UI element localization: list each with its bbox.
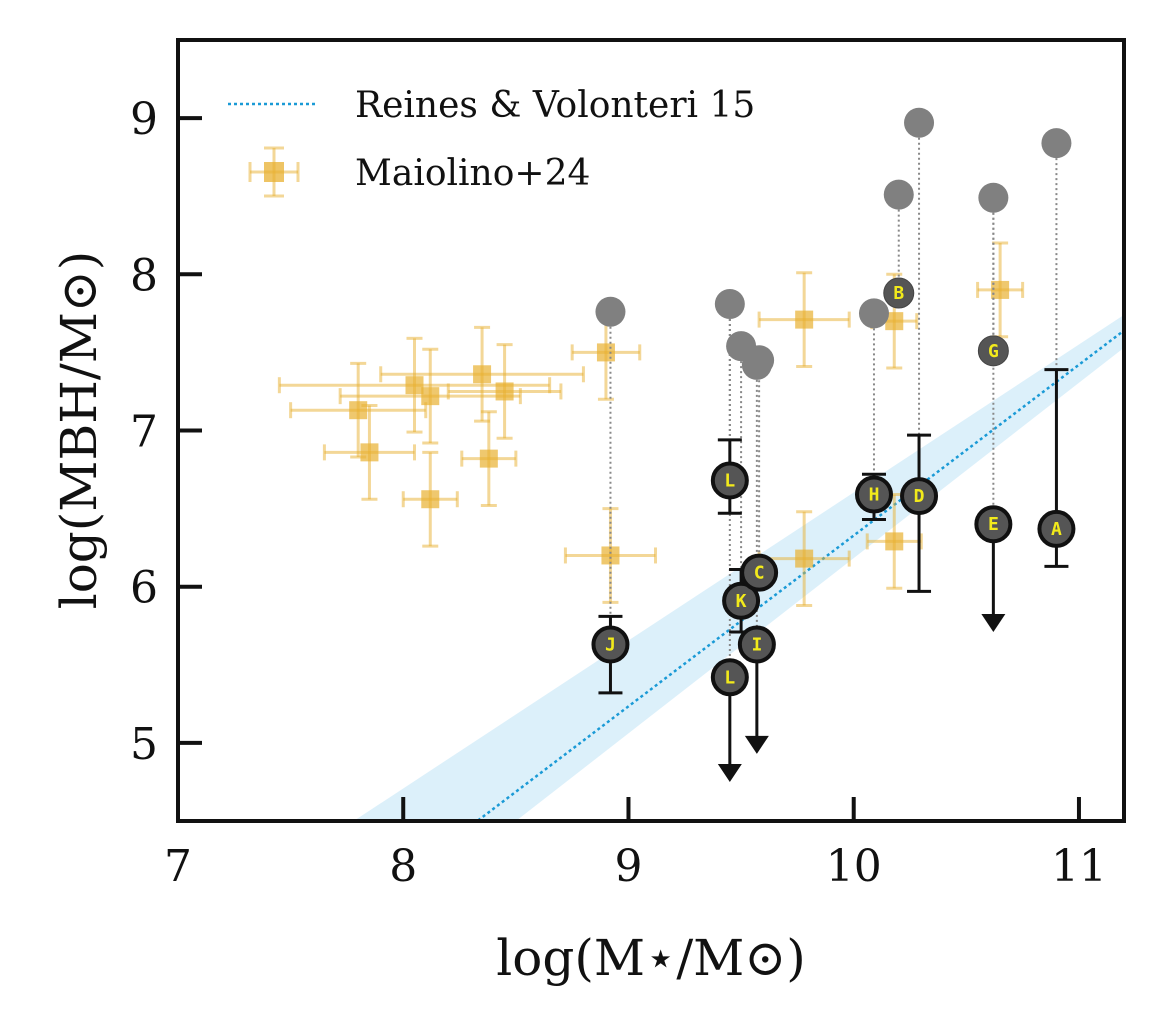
sample-point-h: H xyxy=(854,472,893,522)
maiolino-marker xyxy=(421,490,440,509)
maiolino-point xyxy=(460,410,518,507)
legend: Reines & Volonteri 15 Maiolino+24 xyxy=(228,85,755,198)
sample-point-l: L xyxy=(710,438,749,515)
maiolino-point xyxy=(379,325,585,423)
maiolino-marker xyxy=(479,449,498,468)
sample-point-l: L xyxy=(710,658,749,782)
sample-marker xyxy=(740,553,779,592)
legend-label-relation: Reines & Volonteri 15 xyxy=(355,85,755,126)
maiolino-point xyxy=(338,347,522,445)
connector-lines-layer xyxy=(595,107,1072,678)
sample-marker xyxy=(977,335,1009,367)
y-tick-label: 9 xyxy=(130,94,158,145)
y-axis-title: log(MBH/M⊙) xyxy=(50,251,108,610)
gray-point xyxy=(978,182,1009,213)
relation-line xyxy=(475,329,1124,821)
sample-marker xyxy=(710,658,749,697)
legend-swatch-maiolino xyxy=(248,146,300,198)
maiolino-marker xyxy=(991,280,1010,299)
gray-point xyxy=(883,179,914,210)
ticks-layer: 7 8 9 10 11 5 6 7 8 9 xyxy=(130,94,1107,892)
sample-point-b: B xyxy=(883,277,915,309)
maiolino-marker xyxy=(405,376,424,395)
gray-point xyxy=(595,296,626,327)
gray-point xyxy=(714,288,745,319)
maiolino-marker xyxy=(795,310,814,329)
maiolino-marker xyxy=(360,443,379,462)
gray-point xyxy=(904,107,935,138)
gray-point xyxy=(1041,128,1072,159)
y-tick-label: 6 xyxy=(130,563,158,614)
maiolino-point xyxy=(322,404,416,501)
sample-marker xyxy=(900,477,939,516)
sample-label: I xyxy=(751,634,762,655)
sample-marker xyxy=(737,625,776,664)
maiolino-marker xyxy=(795,549,814,568)
sample-point-g: G xyxy=(977,335,1009,367)
sample-marker xyxy=(883,277,915,309)
maiolino-marker xyxy=(885,532,904,551)
gray-point xyxy=(858,298,889,329)
maiolino-point xyxy=(289,361,428,459)
sample-label: H xyxy=(869,485,880,506)
sample-label: B xyxy=(893,283,904,304)
sample-point-e: E xyxy=(974,505,1013,632)
maiolino-point xyxy=(757,510,851,607)
y-tick-label: 5 xyxy=(130,719,158,770)
sample-label: L xyxy=(724,470,735,491)
maiolino-marker xyxy=(885,312,904,331)
maiolino-marker xyxy=(596,343,615,362)
sample-point-i: I xyxy=(737,625,776,754)
sample-marker xyxy=(710,461,749,500)
sample-label: L xyxy=(724,667,735,688)
maiolino-marker xyxy=(421,387,440,406)
sample-points-layer: J L L KC I H D B G E A xyxy=(591,277,1076,782)
maiolino-point xyxy=(976,241,1025,339)
sample-point-j: J xyxy=(591,614,630,695)
x-tick-label: 7 xyxy=(164,841,192,892)
sample-point-c: C xyxy=(740,553,779,592)
sample-point-d: D xyxy=(900,433,939,593)
sample-label: C xyxy=(754,563,765,584)
sample-marker xyxy=(1037,509,1076,548)
sample-marker xyxy=(591,625,630,664)
maiolino-marker xyxy=(473,365,492,384)
maiolino-point xyxy=(446,343,563,440)
sample-label: K xyxy=(736,591,747,612)
sample-point-a: A xyxy=(1037,368,1076,568)
y-tick-label: 8 xyxy=(130,250,158,301)
maiolino-point xyxy=(401,450,459,548)
svg-text:log(M⋆/M⊙): log(M⋆/M⊙) xyxy=(496,929,806,987)
maiolino-marker xyxy=(349,401,368,420)
x-tick-label: 10 xyxy=(826,841,882,892)
sample-label: E xyxy=(988,514,999,535)
sample-label: A xyxy=(1051,519,1062,540)
relation-band xyxy=(353,314,1124,821)
maiolino-marker xyxy=(601,546,620,565)
x-tick-label: 9 xyxy=(614,841,642,892)
maiolino-point xyxy=(757,271,851,368)
x-axis-title: log(M⋆/M⊙) xyxy=(496,929,806,987)
sample-label: G xyxy=(988,341,999,362)
sample-marker xyxy=(974,505,1013,544)
sample-label: D xyxy=(914,486,925,507)
gray-point xyxy=(741,349,772,380)
sample-point-k: K xyxy=(722,568,761,634)
sample-marker xyxy=(854,475,893,514)
upper-limit-arrow xyxy=(717,763,742,782)
legend-label-maiolino: Maiolino+24 xyxy=(355,153,590,194)
y-tick-label: 7 xyxy=(130,407,158,458)
x-tick-label: 11 xyxy=(1051,841,1107,892)
x-tick-label: 8 xyxy=(389,841,417,892)
upper-limit-arrow xyxy=(744,735,769,754)
sample-marker xyxy=(722,581,761,620)
maiolino-point xyxy=(865,493,923,590)
relation-band-layer xyxy=(353,314,1124,821)
upper-limit-arrow xyxy=(981,613,1006,632)
svg-text:log(MBH/M⊙): log(MBH/M⊙) xyxy=(50,251,108,610)
sample-label: J xyxy=(605,634,616,655)
maiolino-marker xyxy=(495,382,514,401)
